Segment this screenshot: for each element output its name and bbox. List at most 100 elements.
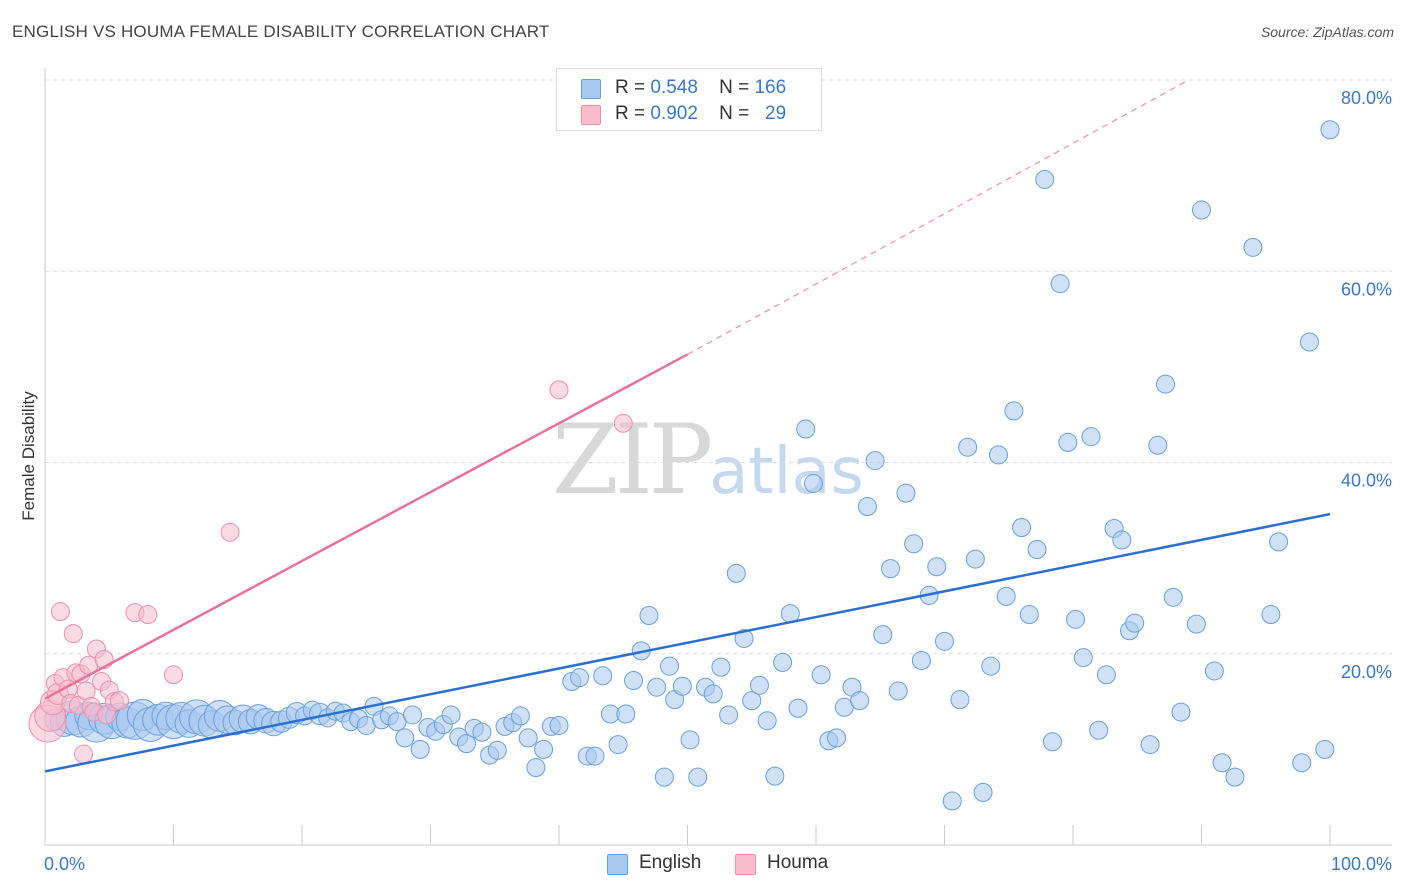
english-point — [680, 730, 700, 750]
english-point — [803, 474, 823, 494]
english-n-label: N = — [719, 77, 750, 98]
english-point — [873, 625, 893, 645]
houma-swatch — [581, 105, 601, 125]
english-point — [896, 483, 916, 503]
watermark-atlas: atlas — [709, 435, 864, 509]
english-point — [654, 767, 674, 787]
english-point — [981, 656, 1001, 676]
english-point — [585, 746, 605, 766]
english-r-label: R = — [615, 77, 646, 98]
houma-r-value: 0.902 — [650, 103, 698, 124]
english-point — [1192, 200, 1211, 220]
chart-title: ENGLISH VS HOUMA FEMALE DISABILITY CORRE… — [12, 22, 550, 41]
english-point — [765, 766, 785, 786]
english-point — [857, 496, 877, 516]
english-point — [796, 419, 816, 439]
english-point — [734, 628, 754, 648]
english-point — [1261, 605, 1281, 625]
houma-point — [138, 605, 158, 625]
y-tick-label: 80.0% — [1341, 88, 1392, 108]
english-point — [950, 690, 970, 710]
english-point — [965, 549, 985, 569]
english-point — [616, 704, 636, 724]
y-tick-label: 40.0% — [1341, 471, 1392, 491]
english-point — [593, 666, 613, 686]
stats-legend: R = 0.548 N = 166 R = 0.902 N = 29 — [556, 68, 822, 131]
english-point — [988, 445, 1008, 465]
english-point — [1315, 739, 1335, 759]
english-point — [1073, 648, 1093, 668]
houma-point — [164, 665, 183, 685]
english-point — [703, 684, 723, 704]
english-point — [441, 705, 461, 725]
english-r-value: 0.548 — [650, 77, 698, 98]
english-point — [410, 739, 430, 759]
legend-text-houma: R = 0.902 N = 29 — [615, 103, 786, 125]
english-point — [904, 534, 924, 554]
english-point — [1050, 274, 1070, 294]
english-point — [1320, 120, 1340, 140]
english-point — [1269, 532, 1289, 552]
houma-legend-label: Houma — [767, 852, 829, 873]
english-trendline — [44, 512, 1331, 773]
y-tick-label: 60.0% — [1341, 279, 1392, 299]
english-point — [624, 671, 644, 691]
english-point — [811, 665, 831, 685]
english-point — [403, 705, 423, 725]
houma-point — [74, 744, 94, 764]
english-point — [1035, 169, 1055, 189]
english-point — [996, 586, 1016, 606]
houma-n-label: N = — [719, 103, 750, 124]
english-point — [647, 677, 667, 697]
english-point — [1012, 518, 1032, 538]
english-point — [570, 668, 590, 688]
english-point — [749, 675, 769, 695]
english-point — [1027, 540, 1047, 560]
houma-point — [549, 380, 569, 400]
english-point — [1058, 432, 1078, 452]
english-point — [726, 563, 746, 583]
english-point — [719, 705, 739, 725]
english-point — [1081, 427, 1101, 447]
houma-r-label: R = — [615, 103, 646, 124]
english-point — [865, 451, 885, 471]
houma-point — [110, 691, 130, 711]
english-point — [958, 437, 978, 457]
english-point — [742, 691, 762, 711]
english-point — [888, 681, 908, 701]
english-point — [472, 722, 492, 742]
english-swatch — [581, 79, 601, 99]
english-point — [608, 735, 628, 755]
english-point — [639, 606, 659, 625]
english-point — [549, 715, 569, 735]
english-point — [773, 652, 793, 672]
english-point — [1225, 767, 1245, 787]
houma-trendline — [44, 353, 689, 700]
english-point — [942, 791, 962, 811]
houma-point — [50, 602, 70, 622]
english-point — [395, 728, 415, 748]
english-point — [1004, 401, 1024, 421]
y-axis-label: Female Disability — [19, 391, 38, 521]
houma-point — [220, 522, 240, 542]
english-point — [935, 631, 954, 651]
english-point — [850, 691, 870, 711]
english-legend-swatch — [607, 854, 628, 875]
english-point — [1186, 614, 1206, 634]
english-point — [1019, 605, 1039, 625]
english-point — [1156, 374, 1176, 394]
english-point — [534, 739, 554, 759]
english-point — [526, 758, 546, 778]
english-point — [1112, 530, 1132, 550]
english-point — [487, 740, 507, 760]
y-tick-label: 20.0% — [1341, 662, 1392, 682]
english-legend-label: English — [639, 852, 702, 873]
english-point — [1204, 661, 1224, 681]
english-point — [518, 728, 538, 748]
english-point — [1125, 613, 1145, 633]
houma-trendline-extension — [687, 79, 1189, 355]
english-point — [711, 657, 731, 677]
english-point — [510, 706, 530, 726]
houma-point — [63, 624, 83, 644]
